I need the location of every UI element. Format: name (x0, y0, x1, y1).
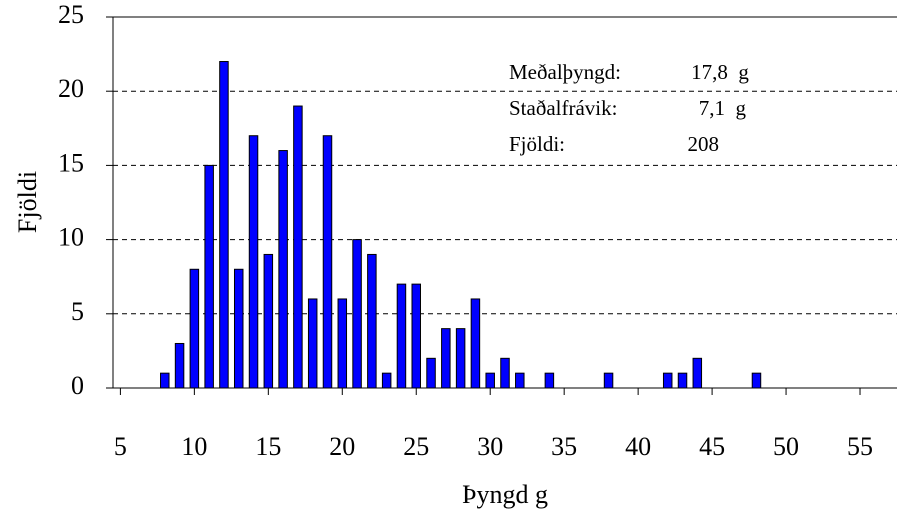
bar (662, 372, 673, 389)
x-tick-label: 15 (255, 432, 281, 461)
bar (248, 135, 259, 389)
annotation-label: Staðalfrávik: (509, 96, 617, 120)
bar (603, 372, 614, 389)
bar (189, 268, 200, 389)
bar (396, 283, 407, 389)
x-tick-label: 45 (699, 432, 725, 461)
x-tick-label: 40 (625, 432, 651, 461)
y-axis-label: Fjöldi (13, 171, 42, 233)
bar (692, 357, 703, 389)
bar (174, 342, 185, 389)
y-tick-label: 25 (58, 0, 84, 29)
bar (441, 328, 451, 389)
bar (307, 298, 318, 389)
y-tick-label: 15 (58, 148, 84, 177)
x-tick-label: 55 (847, 432, 873, 461)
annotation-label: Fjöldi: (509, 132, 565, 156)
annotation-label: Meðalþyngd: (509, 60, 621, 84)
bar (160, 372, 170, 389)
x-tick-label: 35 (551, 432, 577, 461)
annotation-value: 208 (688, 132, 720, 156)
bar (204, 164, 214, 389)
bar (411, 283, 421, 389)
x-tick-label: 5 (114, 432, 127, 461)
x-tick-label: 20 (329, 432, 355, 461)
bar (352, 239, 362, 389)
bar (233, 268, 244, 389)
y-tick-label: 5 (71, 297, 84, 326)
x-tick-label: 50 (773, 432, 799, 461)
x-tick-label: 25 (403, 432, 429, 461)
bar (544, 372, 555, 389)
annotation-value: 7,1 g (699, 96, 747, 120)
bar (322, 135, 333, 389)
x-tick-label: 30 (477, 432, 503, 461)
bar (515, 372, 525, 389)
bar (455, 328, 466, 389)
bar (263, 253, 274, 389)
bar (751, 372, 762, 389)
bar (426, 357, 436, 389)
bar (485, 372, 495, 389)
bar (367, 253, 377, 389)
bar (470, 298, 481, 389)
y-tick-label: 0 (71, 371, 84, 400)
x-tick-label: 10 (181, 432, 207, 461)
bar (278, 150, 288, 389)
y-tick-label: 20 (58, 74, 84, 103)
x-axis-label: Þyngd g (462, 480, 548, 509)
annotation-value: 17,8 g (691, 60, 749, 84)
y-tick-label: 10 (58, 223, 84, 252)
bar (293, 105, 303, 389)
bar (337, 298, 348, 389)
bar (500, 357, 510, 389)
bar (219, 61, 229, 389)
bar (381, 372, 392, 389)
bar (677, 372, 688, 389)
